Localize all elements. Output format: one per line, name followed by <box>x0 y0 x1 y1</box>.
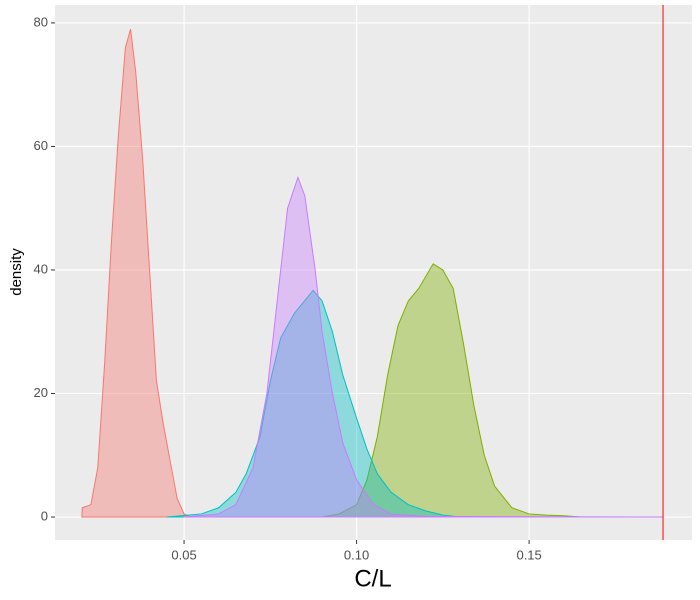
density-area <box>166 289 461 518</box>
density-area <box>81 28 192 518</box>
x-axis-label: C/L <box>354 565 391 592</box>
y-axis-label: density <box>8 248 25 296</box>
y-tick-label: 80 <box>34 14 48 29</box>
y-tick-label: 20 <box>34 385 48 400</box>
y-tick-label: 60 <box>34 138 48 153</box>
x-tick-label: 0.05 <box>171 547 196 562</box>
x-tick-label: 0.15 <box>516 547 541 562</box>
density-area <box>184 175 664 518</box>
x-tick-label: 0.10 <box>344 547 369 562</box>
y-tick-label: 0 <box>41 508 48 523</box>
density-area <box>321 263 581 518</box>
y-tick-label: 40 <box>34 261 48 276</box>
